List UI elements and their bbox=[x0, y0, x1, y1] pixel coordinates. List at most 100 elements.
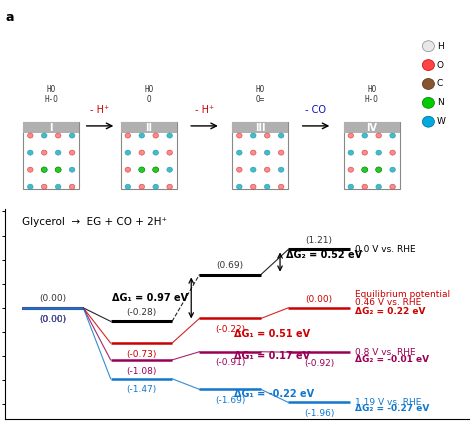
Text: (-1.47): (-1.47) bbox=[126, 385, 156, 395]
Circle shape bbox=[390, 133, 395, 138]
Circle shape bbox=[139, 167, 145, 172]
Text: (-0.28): (-0.28) bbox=[126, 308, 156, 317]
Circle shape bbox=[139, 184, 145, 189]
Text: Glycerol  →  EG + CO + 2H⁺: Glycerol → EG + CO + 2H⁺ bbox=[22, 217, 167, 227]
Circle shape bbox=[27, 150, 33, 155]
Text: - H⁺: - H⁺ bbox=[91, 105, 109, 115]
Circle shape bbox=[167, 167, 173, 172]
Text: (0.00): (0.00) bbox=[39, 294, 66, 303]
Circle shape bbox=[376, 184, 382, 189]
Circle shape bbox=[348, 184, 354, 189]
Text: (-0.22): (-0.22) bbox=[215, 325, 245, 334]
Circle shape bbox=[237, 133, 242, 138]
Circle shape bbox=[41, 184, 47, 189]
Circle shape bbox=[348, 150, 354, 155]
Bar bbox=[232, 122, 288, 189]
Text: ΔG₂ = -0.01 eV: ΔG₂ = -0.01 eV bbox=[355, 355, 429, 365]
Circle shape bbox=[250, 133, 256, 138]
Bar bbox=[232, 122, 288, 134]
Circle shape bbox=[69, 150, 75, 155]
Circle shape bbox=[41, 150, 47, 155]
Circle shape bbox=[55, 150, 61, 155]
Circle shape bbox=[278, 133, 284, 138]
Circle shape bbox=[153, 150, 158, 155]
Text: (0.00): (0.00) bbox=[39, 315, 66, 324]
Circle shape bbox=[167, 150, 173, 155]
Circle shape bbox=[41, 167, 47, 173]
Circle shape bbox=[264, 167, 270, 172]
Text: ΔG₁ = -0.22 eV: ΔG₁ = -0.22 eV bbox=[234, 389, 314, 399]
Text: III: III bbox=[255, 123, 265, 132]
Text: ΔG₂ = 0.52 eV: ΔG₂ = 0.52 eV bbox=[285, 250, 362, 260]
Circle shape bbox=[153, 133, 158, 138]
Bar bbox=[121, 122, 177, 134]
Circle shape bbox=[422, 60, 434, 71]
Text: ΔG₁ = 0.17 eV: ΔG₁ = 0.17 eV bbox=[234, 351, 310, 361]
Circle shape bbox=[362, 133, 367, 138]
Circle shape bbox=[278, 184, 284, 189]
Circle shape bbox=[348, 133, 354, 138]
Circle shape bbox=[422, 41, 434, 52]
Circle shape bbox=[237, 167, 242, 172]
Circle shape bbox=[27, 184, 33, 189]
Text: 0.46 V vs. RHE: 0.46 V vs. RHE bbox=[355, 297, 421, 307]
Circle shape bbox=[390, 184, 395, 189]
Circle shape bbox=[125, 167, 131, 172]
Text: (-1.08): (-1.08) bbox=[126, 367, 156, 376]
Text: II: II bbox=[145, 123, 152, 132]
Circle shape bbox=[55, 167, 61, 172]
Circle shape bbox=[139, 167, 145, 173]
Text: ΔG₂ = 0.22 eV: ΔG₂ = 0.22 eV bbox=[355, 307, 426, 316]
Circle shape bbox=[264, 133, 270, 138]
Circle shape bbox=[376, 150, 382, 155]
Circle shape bbox=[348, 167, 354, 172]
Circle shape bbox=[362, 184, 367, 189]
Circle shape bbox=[250, 184, 256, 189]
Text: (0.00): (0.00) bbox=[305, 294, 333, 304]
Circle shape bbox=[376, 167, 382, 173]
Circle shape bbox=[278, 167, 284, 172]
Circle shape bbox=[69, 167, 75, 172]
Circle shape bbox=[55, 133, 61, 138]
Bar bbox=[23, 122, 79, 134]
Circle shape bbox=[362, 167, 368, 173]
Text: N: N bbox=[437, 98, 444, 107]
Circle shape bbox=[125, 184, 131, 189]
Circle shape bbox=[362, 167, 367, 172]
Circle shape bbox=[153, 167, 158, 172]
Text: (0.69): (0.69) bbox=[217, 261, 244, 270]
Text: 1.19 V vs. RHE: 1.19 V vs. RHE bbox=[355, 398, 421, 407]
Circle shape bbox=[422, 116, 434, 127]
Circle shape bbox=[250, 167, 256, 172]
Circle shape bbox=[55, 184, 61, 189]
Circle shape bbox=[139, 150, 145, 155]
Circle shape bbox=[376, 167, 382, 172]
Circle shape bbox=[237, 150, 242, 155]
Bar bbox=[344, 122, 400, 134]
Circle shape bbox=[139, 133, 145, 138]
Circle shape bbox=[27, 133, 33, 138]
Circle shape bbox=[153, 167, 159, 173]
Text: ΔG₂ = -0.27 eV: ΔG₂ = -0.27 eV bbox=[355, 404, 429, 413]
Bar bbox=[23, 122, 79, 189]
Bar bbox=[121, 122, 177, 189]
Circle shape bbox=[278, 150, 284, 155]
Text: (-0.92): (-0.92) bbox=[304, 359, 334, 368]
Text: (0.00): (0.00) bbox=[39, 315, 66, 324]
Circle shape bbox=[41, 133, 47, 138]
Text: (-1.96): (-1.96) bbox=[304, 409, 334, 418]
Circle shape bbox=[125, 133, 131, 138]
Circle shape bbox=[422, 79, 434, 89]
Text: (-1.69): (-1.69) bbox=[215, 396, 246, 405]
Circle shape bbox=[237, 184, 242, 189]
Text: 0.0 V vs. RHE: 0.0 V vs. RHE bbox=[355, 245, 416, 254]
Circle shape bbox=[250, 150, 256, 155]
Text: Equilibrium potential: Equilibrium potential bbox=[355, 290, 450, 299]
Circle shape bbox=[376, 133, 382, 138]
Circle shape bbox=[41, 167, 47, 172]
Text: (1.21): (1.21) bbox=[305, 236, 332, 245]
Text: (0.00): (0.00) bbox=[39, 315, 66, 324]
Bar bbox=[344, 122, 400, 189]
Circle shape bbox=[390, 150, 395, 155]
Circle shape bbox=[27, 167, 33, 172]
